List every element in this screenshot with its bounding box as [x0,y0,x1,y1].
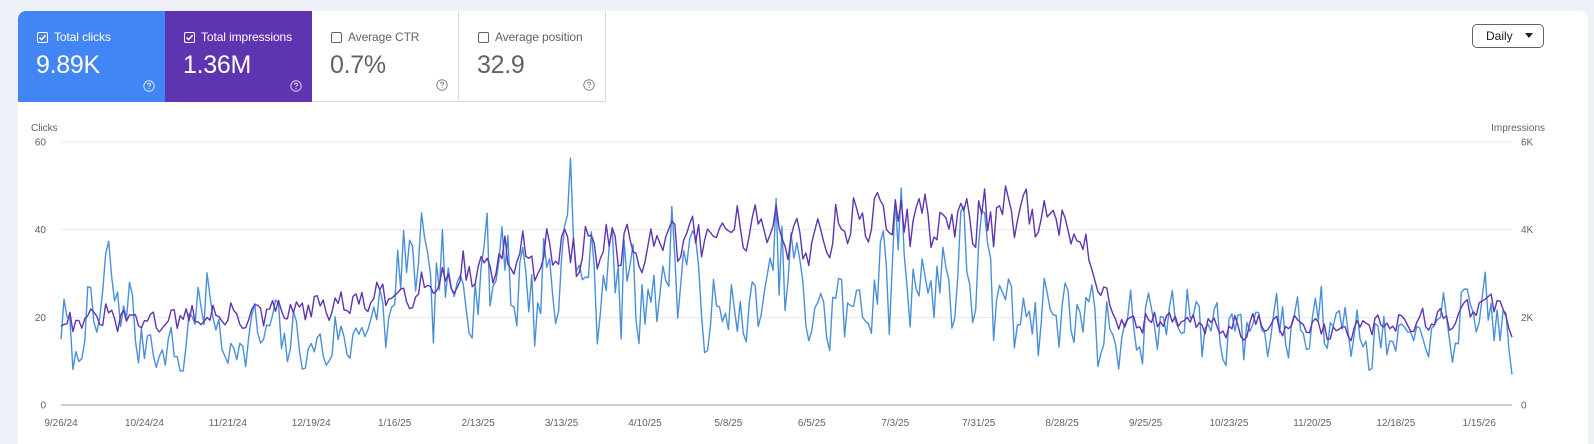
performance-card: Total clicks 9.89K Total impressions 1.3… [18,11,1588,444]
y-axis-right-label: Impressions [1491,123,1545,134]
y-right-tick-label: 4K [1521,225,1534,236]
granularity-value: Daily [1486,29,1513,43]
tile-total-clicks[interactable]: Total clicks 9.89K [18,11,165,102]
x-tick-label: 4/10/25 [628,418,662,429]
x-tick-label: 12/19/24 [292,418,331,429]
chart-series [60,157,1513,375]
y-left-tick-label: 40 [35,225,47,236]
help-icon[interactable] [290,80,302,92]
x-tick-label: 11/21/24 [209,418,248,429]
series-impressions-line [60,185,1513,342]
x-tick-label: 2/13/25 [461,418,495,429]
help-icon[interactable] [436,79,448,91]
x-tick-label: 8/28/25 [1045,418,1079,429]
tile-header: Average CTR [331,30,419,44]
tile-label: Total impressions [201,30,293,44]
tile-label: Average position [495,30,583,44]
x-tick-label: 10/24/24 [125,418,164,429]
x-tick-label: 10/23/25 [1209,418,1248,429]
help-icon[interactable] [143,80,155,92]
granularity-dropdown[interactable]: Daily [1472,24,1544,48]
chart-axes: Clicks Impressions 0 0 20 2K 40 4K 60 6K 9/26/24… [31,123,1545,429]
tile-header: Total clicks [37,30,111,44]
checkbox-checked-icon[interactable] [37,31,48,43]
x-tick-label: 1/16/25 [378,418,412,429]
performance-chart: Clicks Impressions 0 0 20 2K 40 4K 60 6K 9/26/24… [31,123,1545,429]
y-left-tick-label: 0 [40,401,46,412]
x-tick-label: 1/15/26 [1463,418,1497,429]
tile-label: Total clicks [54,30,111,44]
y-axis-left-label: Clicks [31,123,58,134]
series-clicks-line [60,157,1513,375]
tile-value: 0.7% [330,51,386,79]
x-tick-label: 12/18/25 [1376,418,1415,429]
y-right-tick-label: 2K [1521,313,1534,324]
caret-down-icon [1525,33,1533,38]
y-left-tick-label: 20 [35,313,47,324]
tile-value: 1.36M [183,51,251,79]
x-tick-label: 9/26/24 [44,418,78,429]
chart-grid [61,141,1512,406]
y-left-tick-label: 60 [35,138,47,149]
tile-value: 9.89K [36,51,100,79]
x-tick-label: 7/3/25 [881,418,909,429]
tile-total-impressions[interactable]: Total impressions 1.36M [165,11,312,102]
tile-average-position[interactable]: Average position 32.9 [459,11,606,102]
x-tick-label: 5/8/25 [714,418,742,429]
x-tick-label: 11/20/25 [1293,418,1332,429]
tile-header: Average position [478,30,583,44]
y-right-tick-label: 6K [1521,138,1534,149]
help-icon[interactable] [583,79,595,91]
x-tick-label: 6/5/25 [798,418,826,429]
x-tick-label: 3/13/25 [545,418,579,429]
y-right-tick-label: 0 [1521,401,1527,412]
metric-tiles: Total clicks 9.89K Total impressions 1.3… [18,11,606,102]
tile-header: Total impressions [184,30,292,44]
tile-value: 32.9 [477,51,525,79]
checkbox-unchecked-icon[interactable] [478,31,489,43]
checkbox-checked-icon[interactable] [184,31,195,43]
x-tick-label: 9/25/25 [1129,418,1163,429]
tile-average-ctr[interactable]: Average CTR 0.7% [312,11,459,102]
checkbox-unchecked-icon[interactable] [331,31,342,43]
tile-label: Average CTR [348,30,420,44]
x-tick-label: 7/31/25 [962,418,996,429]
